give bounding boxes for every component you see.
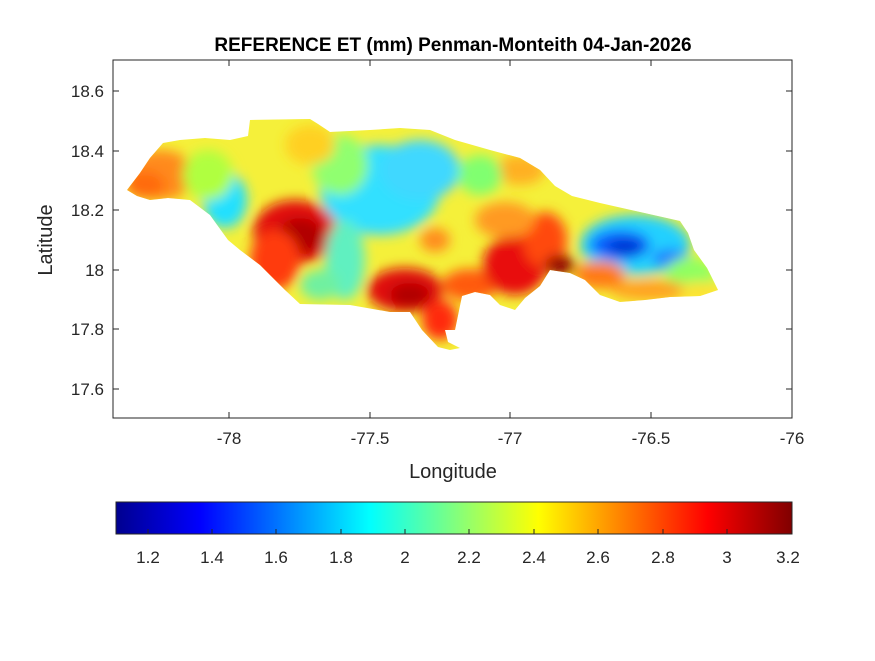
map-title: REFERENCE ET (mm) Penman-Monteith 04-Jan… xyxy=(214,35,691,56)
x-tick-label: -76.5 xyxy=(632,429,671,448)
x-axis-label: Longitude xyxy=(409,461,497,483)
x-tick-label: -77 xyxy=(498,429,523,448)
colorbar-tick-label: 3 xyxy=(722,548,731,567)
y-tick-label: 17.8 xyxy=(71,320,104,339)
y-axis-label: Latitude xyxy=(35,204,57,275)
colorbar-tick-label: 2 xyxy=(400,548,409,567)
colorbar-tick-label: 1.2 xyxy=(136,548,160,567)
y-tick-label: 18.2 xyxy=(71,201,104,220)
colorbar-tick-label: 2.6 xyxy=(586,548,610,567)
colorbar-tick-label: 1.8 xyxy=(329,548,353,567)
y-tick-label: 18.6 xyxy=(71,82,104,101)
colorbar: 1.2 1.4 1.6 1.8 2 2.2 2.4 2.6 2.8 3 3.2 xyxy=(115,501,800,567)
colorbar-tick-label: 1.4 xyxy=(200,548,224,567)
y-tick-label: 17.6 xyxy=(71,380,104,399)
colorbar-tick-label: 2.4 xyxy=(522,548,546,567)
y-tick-label: 18 xyxy=(85,261,104,280)
map-area: -78 -77.5 -77 -76.5 -76 18.6 18.4 18.2 1… xyxy=(35,59,805,483)
y-tick-label: 18.4 xyxy=(71,142,104,161)
colorbar-tick-label: 2.2 xyxy=(457,548,481,567)
colorbar-tick-label: 3.2 xyxy=(776,548,800,567)
x-tick-label: -76 xyxy=(780,429,805,448)
colorbar-tick-label: 2.8 xyxy=(651,548,675,567)
x-tick-label: -78 xyxy=(217,429,242,448)
colorbar-tick-label: 1.6 xyxy=(264,548,288,567)
x-tick-label: -77.5 xyxy=(351,429,390,448)
